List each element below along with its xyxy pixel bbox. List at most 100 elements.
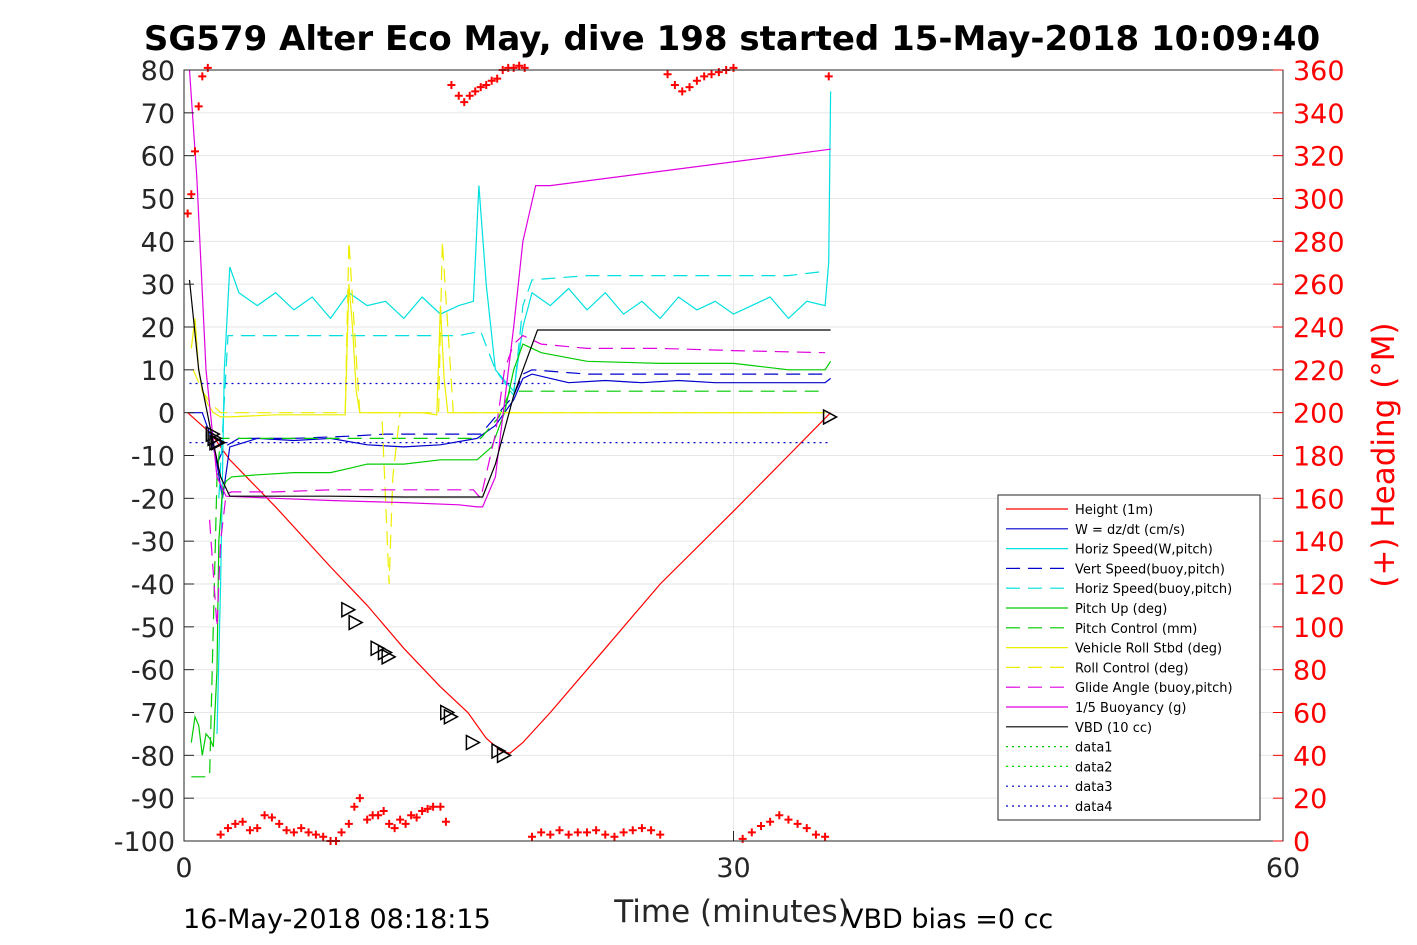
heading-marker (275, 819, 284, 828)
legend: Height (1m) W = dz/dt (cm/s) Horiz Speed(W… (997, 494, 1261, 821)
y2-tick-label: 20 (1293, 784, 1327, 815)
y2-tick-label: 220 (1293, 356, 1345, 387)
series-line-2 (216, 91, 832, 734)
y-axis-right: 3603403203002802602402202001801601401201… (1273, 56, 1345, 858)
y-tick-label: 20 (141, 313, 175, 344)
heading-marker (628, 826, 637, 835)
heading-marker (423, 804, 432, 813)
y-axis-left: 80 70 60 50 40 30 20 10 0 -10 -20 -30 -40 -50 -60 -70 -8… (114, 56, 194, 858)
triangle-marker (341, 601, 357, 618)
triangle-marker (211, 434, 227, 451)
heading-marker (460, 98, 469, 107)
heading-marker (183, 209, 192, 218)
heading-marker (429, 802, 438, 811)
heading-marker (656, 830, 665, 839)
heading-marker (385, 819, 394, 828)
heading-marker (482, 80, 491, 89)
triangle-marker (822, 408, 839, 426)
triangle-marker (381, 648, 397, 666)
y2-tick-label: 320 (1293, 142, 1345, 173)
heading-marker (245, 826, 254, 835)
heading-marker (223, 824, 232, 833)
heading-marker (465, 91, 474, 100)
heading-marker (582, 828, 591, 837)
y2-tick-label: 240 (1293, 313, 1345, 344)
heading-marker (663, 70, 672, 79)
heading-marker (592, 826, 601, 835)
heading-marker (396, 815, 405, 824)
heading-marker (647, 826, 656, 835)
heading-marker (441, 817, 450, 826)
legend-label: data4 (1075, 800, 1113, 815)
heading-marker (678, 87, 687, 96)
legend-label: data1 (1075, 741, 1113, 756)
y-tick-label: 40 (141, 227, 175, 258)
y2-tick-label: 100 (1293, 613, 1345, 644)
heading-marker (707, 70, 716, 79)
heading-marker (203, 63, 212, 72)
triangle-marker (465, 734, 481, 751)
heading-marker (418, 807, 427, 816)
y2-tick-label: 40 (1293, 741, 1327, 772)
heading-marker (573, 828, 582, 837)
heading-marker (802, 824, 811, 833)
heading-marker (379, 807, 388, 816)
heading-marker (692, 76, 701, 85)
y-tick-label: -70 (131, 699, 175, 730)
y2-tick-label: 180 (1293, 442, 1345, 473)
triangle-marker (377, 644, 394, 661)
x-tick-label: 60 (1266, 853, 1300, 884)
heading-marker (282, 826, 291, 835)
y-tick-label: 50 (141, 185, 175, 216)
x-axis: 0 30 60 (175, 831, 1300, 884)
heading-marker (528, 832, 537, 841)
y-tick-label: -30 (131, 527, 175, 558)
y2-tick-label: 60 (1293, 699, 1327, 730)
heading-marker (738, 834, 747, 843)
x-tick-label: 30 (716, 853, 750, 884)
heading-marker (555, 826, 564, 835)
heading-marker (756, 822, 765, 831)
y-tick-label: -100 (114, 827, 175, 858)
legend-label: Vehicle Roll Stbd (deg) (1075, 642, 1222, 657)
heading-marker (363, 815, 372, 824)
y-tick-label: -40 (131, 570, 175, 601)
heading-marker (476, 83, 485, 92)
y2-tick-label: 300 (1293, 185, 1345, 216)
heading-marker (811, 830, 820, 839)
triangle-marker (491, 742, 507, 760)
heading-marker (564, 830, 573, 839)
legend-label: Height (1m) (1075, 503, 1153, 518)
heading-marker (619, 828, 628, 837)
heading-marker (194, 102, 203, 111)
footer-vbd-bias: VBD bias =0 cc (845, 904, 1053, 935)
triangle-marker (370, 639, 386, 657)
heading-marker (824, 72, 833, 81)
heading-marker (297, 824, 306, 833)
legend-label: Roll Control (deg) (1075, 661, 1189, 676)
heading-marker (747, 828, 756, 837)
heading-marker (685, 83, 694, 92)
heading-marker (401, 819, 410, 828)
series-line-8 (192, 241, 826, 585)
y2-tick-label: 0 (1293, 827, 1310, 858)
x-tick-label: 0 (175, 853, 192, 884)
heading-marker (637, 824, 646, 833)
legend-label: Pitch Control (mm) (1075, 622, 1197, 637)
y-tick-label: 30 (141, 270, 175, 301)
series-line-4 (218, 270, 826, 499)
heading-marker (267, 813, 276, 822)
y2-tick-label: 340 (1293, 99, 1345, 130)
y-tick-label: 60 (141, 142, 175, 173)
heading-marker (289, 828, 298, 837)
y-tick-label: -60 (131, 656, 175, 687)
triangle-marker (348, 614, 364, 631)
heading-marker (793, 819, 802, 828)
heading-marker (198, 72, 207, 81)
y-tick-label: 70 (141, 99, 175, 130)
heading-marker (436, 802, 445, 811)
heading-marker (355, 794, 364, 803)
legend-label: data3 (1075, 780, 1113, 795)
heading-marker (374, 811, 383, 820)
